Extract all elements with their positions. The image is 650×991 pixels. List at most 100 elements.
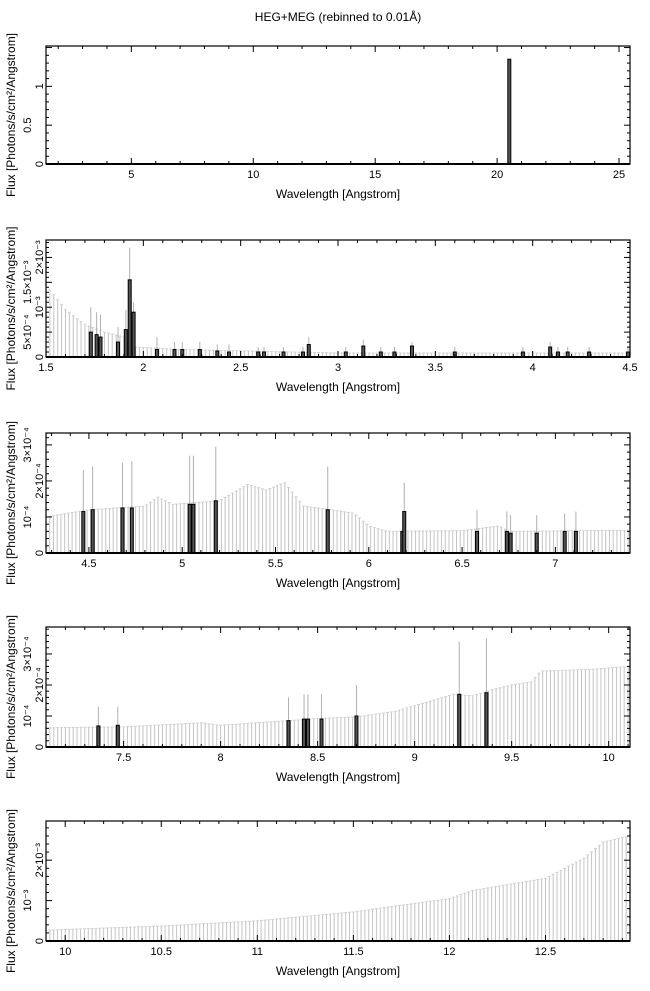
x-tick-label: 12 bbox=[443, 946, 455, 958]
y-tick-label: 0 bbox=[34, 161, 46, 167]
y-tick-label: 10⁻⁴ bbox=[22, 505, 34, 528]
x-tick-label: 10.5 bbox=[151, 946, 172, 958]
line-bar bbox=[562, 530, 567, 554]
y-tick-label: 1 bbox=[34, 83, 46, 89]
y-tick-label: 0 bbox=[34, 744, 46, 750]
x-tick-label: 11 bbox=[252, 946, 263, 958]
x-tick-label: 3 bbox=[335, 362, 341, 374]
line-bar bbox=[306, 344, 311, 358]
line-bar bbox=[484, 692, 489, 748]
x-tick-label: 5 bbox=[179, 558, 185, 570]
panel-1: 5 10 15 20 25 0 0.5 1 Wavelength [Angstrom] Flux … bbox=[4, 33, 631, 201]
line-bar bbox=[354, 715, 359, 748]
y-tick-label: 3×10⁻⁴ bbox=[22, 427, 34, 463]
x-tick-label: 3.5 bbox=[428, 362, 443, 374]
line-bar bbox=[127, 279, 132, 358]
line-bar bbox=[548, 346, 553, 358]
y-axis-label: Flux [Photons/s/cm²/Angstrom] bbox=[4, 809, 18, 973]
line-bar bbox=[129, 507, 134, 554]
y-tick-label: 0 bbox=[34, 550, 46, 556]
x-tick-label: 7.5 bbox=[116, 752, 131, 764]
line-bar bbox=[154, 349, 159, 358]
y-tick-label: 5×10⁻⁴ bbox=[22, 314, 34, 350]
x-tick-label: 5 bbox=[128, 169, 134, 181]
x-tick-label: 20 bbox=[491, 169, 503, 181]
y-tick-label: 2×10⁻³ bbox=[34, 843, 46, 878]
y-tick-label: 2×10⁻⁴ bbox=[34, 463, 46, 499]
y-tick-label: 0.5 bbox=[22, 118, 34, 133]
y-tick-label: 10⁻³ bbox=[34, 296, 46, 318]
line-bar bbox=[88, 331, 93, 358]
line-bar bbox=[116, 341, 121, 358]
panel-2: 1.5 2 2.5 3 3.5 4 4.5 05×10⁻⁴10⁻³1.5×10⁻³2×10⁻³… bbox=[4, 226, 638, 394]
x-tick-label: 4.5 bbox=[81, 558, 96, 570]
x-tick-label: 6 bbox=[366, 558, 372, 570]
y-tick-label: 10⁻⁴ bbox=[22, 704, 34, 727]
continuum-bars bbox=[44, 666, 630, 747]
x-tick-label: 9 bbox=[412, 752, 418, 764]
x-tick-label: 12.5 bbox=[535, 946, 556, 958]
x-tick-label: 2.5 bbox=[233, 362, 248, 374]
y-axis-label: Flux [Photons/s/cm²/Angstrom] bbox=[4, 226, 18, 390]
plot-frame bbox=[45, 45, 631, 165]
y-tick-label: 3×10⁻⁴ bbox=[22, 636, 34, 672]
y-tick-label: 2×10⁻⁴ bbox=[34, 667, 46, 703]
figure-title: HEG+MEG (rebinned to 0.01Å) bbox=[255, 9, 421, 24]
line-bar bbox=[409, 345, 414, 358]
x-tick-label: 1.5 bbox=[38, 362, 53, 374]
x-axis-label: Wavelength [Angstrom] bbox=[276, 770, 400, 784]
y-tick-label: 0 bbox=[34, 938, 46, 944]
x-tick-label: 25 bbox=[613, 169, 625, 181]
y-axis-label: Flux [Photons/s/cm²/Angstrom] bbox=[4, 33, 18, 197]
x-tick-label: 9.5 bbox=[504, 752, 519, 764]
line-bar bbox=[120, 507, 125, 554]
panel-4: 7.5 8 8.5 9 9.5 10 0 10⁻⁴2×10⁻⁴3×10⁻⁴ Wavelength… bbox=[4, 615, 631, 784]
line-bar bbox=[98, 336, 103, 358]
line-bar bbox=[286, 720, 291, 748]
line-bar bbox=[507, 58, 512, 165]
line-bar bbox=[305, 718, 310, 748]
x-tick-label: 2 bbox=[140, 362, 146, 374]
x-tick-label: 10 bbox=[59, 946, 71, 958]
line-bar bbox=[302, 718, 307, 748]
x-tick-label: 7 bbox=[552, 558, 558, 570]
x-tick-label: 11.5 bbox=[343, 946, 364, 958]
continuum-bars bbox=[44, 835, 632, 941]
line-bar bbox=[475, 530, 480, 554]
line-bar bbox=[508, 532, 513, 554]
x-axis-label: Wavelength [Angstrom] bbox=[276, 576, 400, 590]
line-bar bbox=[187, 503, 192, 554]
x-tick-label: 5.5 bbox=[268, 558, 283, 570]
y-axis-label: Flux [Photons/s/cm²/Angstrom] bbox=[4, 421, 18, 585]
line-bar bbox=[325, 509, 330, 554]
line-bar bbox=[504, 530, 509, 554]
line-bar bbox=[90, 509, 95, 554]
x-tick-label: 4 bbox=[530, 362, 536, 374]
y-tick-label: 10⁻³ bbox=[22, 889, 34, 911]
y-tick-label: 2×10⁻³ bbox=[34, 240, 46, 275]
panel-5: 10 10.5 11 11.5 12 12.5 0 10⁻³2×10⁻³ Wavelength … bbox=[4, 809, 632, 978]
x-tick-label: 10 bbox=[247, 169, 259, 181]
y-axis-label: Flux [Photons/s/cm²/Angstrom] bbox=[4, 615, 18, 779]
panel-3: 4.5 5 5.5 6 6.5 7 0 10⁻⁴2×10⁻⁴3×10⁻⁴ Wavelength … bbox=[4, 421, 631, 590]
x-tick-label: 10 bbox=[603, 752, 615, 764]
line-bar bbox=[361, 345, 366, 358]
x-axis-label: Wavelength [Angstrom] bbox=[276, 187, 400, 201]
line-bar bbox=[213, 500, 218, 554]
x-tick-label: 4.5 bbox=[622, 362, 637, 374]
line-bar bbox=[573, 530, 578, 554]
line-bar bbox=[319, 718, 324, 748]
line-bar bbox=[94, 334, 99, 358]
x-axis-label: Wavelength [Angstrom] bbox=[276, 380, 400, 394]
x-tick-label: 15 bbox=[369, 169, 381, 181]
line-bar bbox=[131, 311, 136, 358]
line-bar bbox=[123, 329, 128, 358]
line-bar bbox=[115, 724, 120, 748]
x-tick-label: 8.5 bbox=[310, 752, 325, 764]
line-bar bbox=[457, 693, 462, 748]
x-tick-label: 8 bbox=[218, 752, 224, 764]
y-tick-label: 1.5×10⁻³ bbox=[22, 260, 34, 304]
y-tick-label: 0 bbox=[34, 354, 46, 360]
line-bar bbox=[172, 349, 177, 358]
